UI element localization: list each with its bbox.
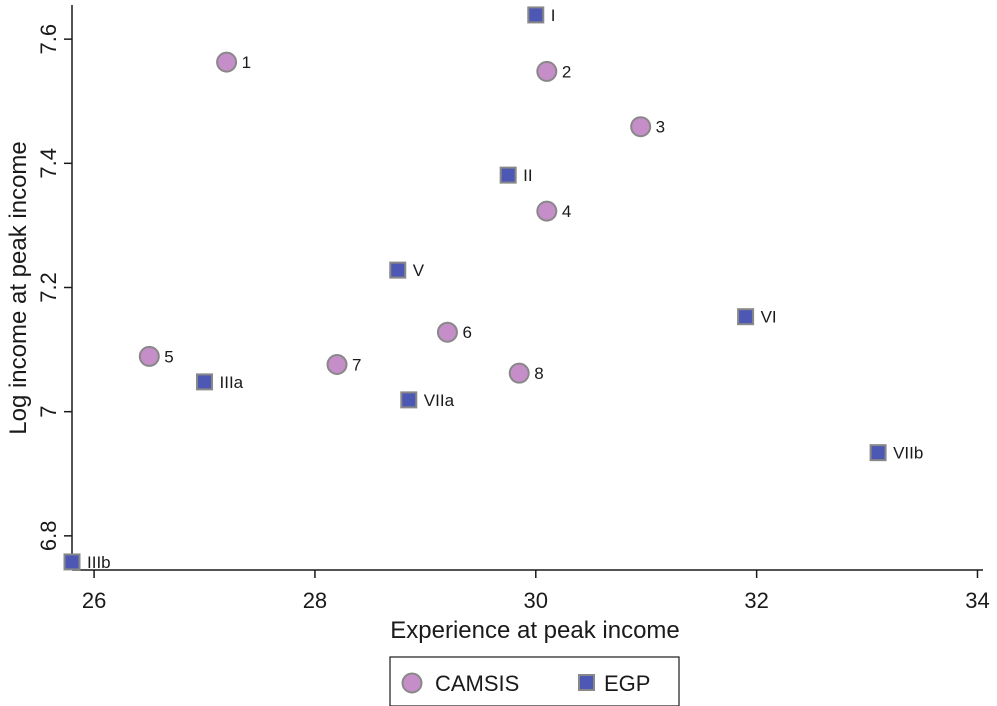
egp-point: VI <box>737 308 777 327</box>
x-ticks: 26 28 30 32 34 <box>82 570 990 613</box>
x-tick-label: 26 <box>82 588 106 613</box>
y-tick-label: 7 <box>36 406 61 418</box>
point-label: 2 <box>562 62 571 81</box>
camsis-point: 2 <box>536 60 571 82</box>
circle-marker <box>138 345 160 367</box>
legend-egp-marker <box>578 674 595 691</box>
camsis-point: 5 <box>138 345 174 367</box>
circle-marker <box>508 362 530 384</box>
point-label: V <box>413 261 425 280</box>
point-label: 3 <box>656 118 665 137</box>
point-label: 5 <box>164 347 173 366</box>
camsis-point: 1 <box>216 51 251 73</box>
legend-box <box>389 656 680 706</box>
x-tick-label: 30 <box>524 588 548 613</box>
legend-camsis-marker <box>401 672 423 694</box>
camsis-point: 3 <box>630 116 665 138</box>
legend-camsis-label: CAMSIS <box>435 671 519 696</box>
camsis-point: 6 <box>436 321 472 343</box>
egp-point: VIIb <box>869 444 923 463</box>
circle-marker <box>326 353 348 375</box>
x-axis-title: Experience at peak income <box>390 617 680 644</box>
egp-point: V <box>389 261 425 280</box>
camsis-point: 7 <box>326 353 361 375</box>
y-tick-label: 7.4 <box>36 148 61 179</box>
square-marker <box>196 373 214 391</box>
camsis-point: 4 <box>536 200 571 222</box>
point-label: 1 <box>242 53 251 72</box>
point-label: VIIa <box>424 391 455 410</box>
square-marker <box>63 553 81 571</box>
camsis-point: 8 <box>508 362 544 384</box>
square-marker <box>737 308 755 326</box>
egp-point: II <box>499 166 533 185</box>
plot-frame <box>71 5 983 571</box>
egp-point: VIIa <box>400 391 455 410</box>
point-label: II <box>523 166 532 185</box>
square-marker <box>527 6 545 24</box>
point-label: VI <box>761 308 777 327</box>
point-label: I <box>551 6 556 25</box>
y-ticks: 6.8 7 7.2 7.4 7.6 <box>36 24 72 551</box>
point-label: VIIb <box>893 444 923 463</box>
y-axis-title: Log income at peak income <box>5 141 32 435</box>
legend: CAMSIS EGP <box>389 656 680 706</box>
circle-marker <box>630 116 652 138</box>
square-marker <box>499 166 517 184</box>
x-tick-label: 28 <box>303 588 327 613</box>
circle-marker <box>436 321 458 343</box>
point-label: 4 <box>562 202 571 221</box>
egp-point: I <box>527 6 556 25</box>
y-tick-label: 7.2 <box>36 272 61 303</box>
circle-marker <box>536 60 558 82</box>
point-label: 7 <box>352 355 361 374</box>
x-tick-label: 34 <box>965 588 989 613</box>
egp-point: IIIa <box>196 373 244 392</box>
point-label: 6 <box>462 323 471 342</box>
point-label: IIIb <box>87 553 111 572</box>
egp-point: IIIb <box>63 553 111 572</box>
square-marker <box>389 261 407 279</box>
point-label: 8 <box>534 364 543 383</box>
point-label: IIIa <box>220 373 244 392</box>
square-marker <box>869 444 887 462</box>
x-tick-label: 32 <box>744 588 768 613</box>
square-marker <box>400 391 418 409</box>
circle-marker <box>536 200 558 222</box>
y-tick-label: 6.8 <box>36 521 61 552</box>
y-tick-label: 7.6 <box>36 24 61 55</box>
legend-egp-label: EGP <box>604 671 650 696</box>
circle-marker <box>216 51 238 73</box>
